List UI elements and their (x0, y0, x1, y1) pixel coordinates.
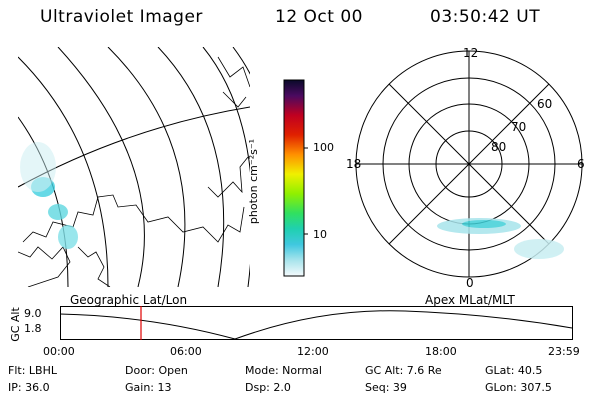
status-ip: IP: 36.0 (8, 381, 50, 394)
altitude-xtick-2359: 23:59 (548, 345, 580, 358)
status-mode: Mode: Normal (245, 364, 322, 377)
altitude-xtick-1800: 18:00 (425, 345, 457, 358)
status-door: Door: Open (125, 364, 188, 377)
status-glat: GLat: 40.5 (485, 364, 543, 377)
colorbar-gradient (283, 79, 305, 277)
observation-time: 03:50:42 UT (430, 7, 541, 27)
lat-label-60: 60 (537, 97, 553, 111)
altitude-xtick-0600: 06:00 (170, 345, 202, 358)
lat-label-70: 70 (511, 120, 527, 134)
observation-date: 12 Oct 00 (275, 7, 363, 27)
mlt-label-12: 12 (463, 46, 479, 60)
altitude-ytick-low: 1.8 (24, 322, 42, 335)
status-seq: Seq: 39 (365, 381, 407, 394)
coastline (18, 246, 71, 287)
lat-label-80: 80 (491, 140, 507, 154)
grid-arc (157, 47, 225, 287)
status-dsp: Dsp: 2.0 (245, 381, 291, 394)
colorbar-tick-100: 100 (313, 141, 334, 154)
colorbar-tick-10: 10 (313, 228, 327, 241)
colorbar-unit-label: photon cm⁻²s⁻¹ (247, 138, 261, 225)
altitude-curve (60, 310, 573, 340)
grid-arc (107, 47, 186, 287)
coastline (217, 56, 250, 88)
colorbar (283, 79, 308, 277)
grid-latitude (18, 106, 250, 188)
altitude-ylabel: GC Alt (8, 307, 22, 342)
altitude-xtick-1200: 12:00 (297, 345, 329, 358)
polar-plot (355, 50, 583, 278)
coastline (22, 194, 245, 243)
status-glon: GLon: 307.5 (485, 381, 552, 394)
mlt-label-6: 6 (577, 157, 585, 171)
mlt-label-0: 0 (466, 276, 474, 290)
altitude-plot (60, 306, 573, 340)
grid-arc (18, 56, 109, 287)
grid-arc (57, 47, 145, 287)
altitude-ytick-high: 9.0 (24, 307, 42, 320)
altitude-xtick-0000: 00:00 (43, 345, 75, 358)
geo-panel-label: Geographic Lat/Lon (70, 293, 188, 307)
coastline (207, 156, 249, 198)
mlt-label-18: 18 (346, 157, 362, 171)
app-title: Ultraviolet Imager (40, 7, 203, 27)
status-gain: Gain: 13 (125, 381, 172, 394)
polar-meridian (388, 83, 550, 245)
grid-arc (232, 47, 250, 75)
grid-arc (18, 116, 69, 287)
altitude-plot-frame (60, 306, 573, 340)
coastline (222, 91, 247, 108)
coastline (77, 246, 111, 287)
grid-arc (202, 47, 250, 287)
polar-panel-label: Apex MLat/MLT (425, 293, 515, 307)
geographic-map (18, 47, 250, 287)
status-gc-alt: GC Alt: 7.6 Re (365, 364, 442, 377)
status-filter: Flt: LBHL (8, 364, 57, 377)
